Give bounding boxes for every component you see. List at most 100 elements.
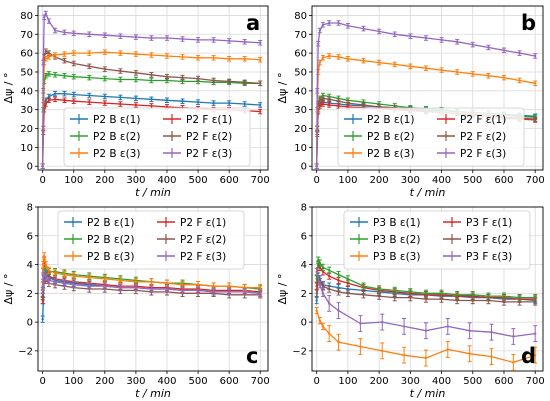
data-point bbox=[150, 73, 153, 77]
x-tick-label: 500 bbox=[189, 376, 208, 387]
x-tick-label: 700 bbox=[526, 376, 545, 387]
data-point bbox=[134, 78, 138, 81]
data-point bbox=[63, 282, 66, 285]
data-point bbox=[47, 279, 51, 282]
data-point bbox=[362, 103, 365, 107]
legend-label: P3 F ε(2) bbox=[466, 234, 512, 246]
data-point bbox=[243, 286, 246, 289]
legend-entry: P2 F ε(2) bbox=[157, 234, 226, 246]
data-point bbox=[227, 80, 231, 83]
data-point bbox=[337, 290, 340, 294]
data-point bbox=[119, 102, 122, 106]
y-tick-label: 0 bbox=[301, 318, 307, 329]
legend-label: P2 B ε(2) bbox=[367, 131, 414, 143]
data-point bbox=[53, 98, 57, 101]
data-point bbox=[72, 99, 75, 103]
data-point bbox=[103, 67, 107, 71]
data-point bbox=[63, 92, 66, 95]
data-point bbox=[393, 63, 396, 66]
data-point bbox=[471, 299, 474, 302]
data-point bbox=[72, 51, 75, 55]
y-tick-label: 50 bbox=[20, 67, 33, 78]
panel-a: 0 100 200 300 400 500 600 700 0 10 20 30 40 50 60 70 80 t… bbox=[2, 5, 270, 199]
legend-label: P2 B ε(3) bbox=[93, 148, 140, 160]
data-point bbox=[315, 299, 318, 302]
data-point bbox=[533, 82, 537, 85]
data-point bbox=[44, 102, 47, 106]
x-tick-label: 100 bbox=[338, 175, 357, 186]
panel-label: c bbox=[246, 344, 258, 368]
legend-label: P2 F ε(2) bbox=[186, 131, 232, 143]
data-point bbox=[150, 79, 153, 82]
data-point bbox=[196, 283, 200, 286]
data-point bbox=[362, 27, 365, 30]
legend: P3 B ε(1) P3 F ε(1) P3 B ε(2) P3 F ε(2) P3 B… bbox=[343, 210, 531, 270]
axes-frame bbox=[37, 206, 269, 372]
data-point bbox=[502, 49, 506, 52]
data-point bbox=[259, 292, 262, 295]
data-point bbox=[327, 287, 331, 291]
data-point bbox=[47, 51, 51, 55]
axes-frame bbox=[311, 5, 544, 171]
data-point bbox=[259, 41, 262, 44]
data-point bbox=[41, 299, 44, 302]
data-point bbox=[337, 99, 340, 103]
y-tick-label: 8 bbox=[27, 203, 33, 214]
data-point bbox=[165, 54, 169, 58]
legend-label: P3 B ε(3) bbox=[373, 251, 420, 263]
axes-frame bbox=[311, 206, 544, 372]
y-tick-label: 0 bbox=[27, 318, 33, 329]
data-point bbox=[424, 329, 428, 332]
y-tick-label: 30 bbox=[294, 105, 307, 116]
data-point bbox=[53, 29, 57, 32]
data-point bbox=[119, 279, 122, 282]
y-tick-label: 10 bbox=[294, 143, 307, 154]
data-point bbox=[327, 302, 331, 305]
data-point bbox=[119, 286, 122, 289]
data-point bbox=[381, 320, 384, 324]
data-point bbox=[181, 283, 184, 286]
data-point bbox=[42, 61, 45, 64]
legend-entry: P2 F ε(1) bbox=[437, 114, 506, 126]
series-5 bbox=[314, 268, 538, 345]
data-point bbox=[47, 269, 51, 272]
y-tick-label: 20 bbox=[294, 124, 307, 135]
data-point bbox=[41, 165, 44, 168]
data-point bbox=[468, 352, 471, 355]
data-point bbox=[103, 34, 107, 37]
legend-entry: P3 B ε(2) bbox=[350, 234, 420, 246]
data-point bbox=[468, 329, 471, 332]
data-point bbox=[327, 21, 331, 25]
legend-entry: P2 B ε(3) bbox=[70, 148, 140, 160]
data-point bbox=[377, 61, 381, 64]
x-axis-label: t / min bbox=[410, 186, 446, 199]
y-tick-label: 20 bbox=[20, 124, 33, 135]
data-point bbox=[150, 98, 153, 101]
legend-entry: P2 B ε(3) bbox=[344, 148, 414, 160]
data-point bbox=[533, 300, 537, 304]
legend-label: P2 F ε(1) bbox=[180, 217, 226, 229]
data-point bbox=[227, 101, 231, 105]
data-point bbox=[134, 35, 138, 39]
legend-entry: P2 F ε(2) bbox=[163, 131, 232, 143]
data-point bbox=[88, 51, 91, 55]
x-tick-label: 0 bbox=[313, 175, 319, 186]
data-point bbox=[243, 57, 246, 60]
data-point bbox=[43, 254, 46, 258]
data-point bbox=[518, 300, 521, 304]
data-point bbox=[337, 286, 340, 289]
data-point bbox=[502, 294, 506, 298]
data-point bbox=[409, 34, 412, 38]
data-point bbox=[243, 81, 246, 84]
data-point bbox=[103, 284, 107, 288]
data-point bbox=[165, 79, 169, 82]
data-point bbox=[88, 94, 91, 97]
legend: P2 B ε(1) P2 F ε(1) P2 B ε(2) P2 F ε(2) P2 B… bbox=[63, 107, 251, 167]
y-tick-label: 30 bbox=[20, 105, 33, 116]
data-point bbox=[227, 39, 231, 43]
x-tick-label: 600 bbox=[220, 175, 239, 186]
legend-label: P2 B ε(3) bbox=[367, 148, 414, 160]
data-point bbox=[327, 332, 331, 335]
data-point bbox=[315, 309, 318, 312]
